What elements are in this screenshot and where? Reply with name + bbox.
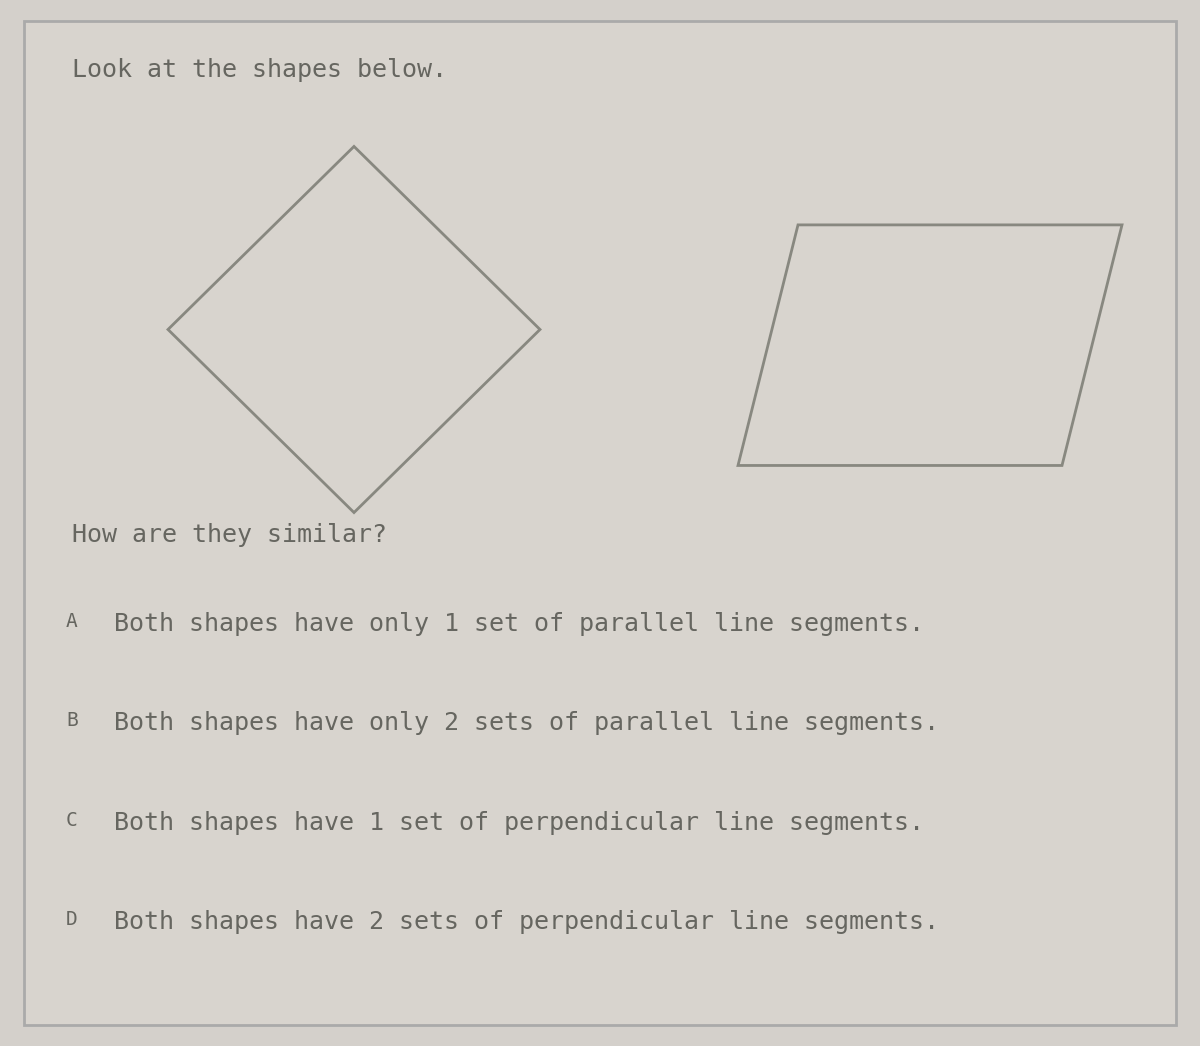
FancyBboxPatch shape [24, 21, 1176, 1025]
Text: How are they similar?: How are they similar? [72, 523, 386, 547]
Text: D: D [66, 910, 78, 929]
Text: Both shapes have 1 set of perpendicular line segments.: Both shapes have 1 set of perpendicular … [114, 811, 924, 835]
Text: B: B [66, 711, 78, 730]
Text: Both shapes have 2 sets of perpendicular line segments.: Both shapes have 2 sets of perpendicular… [114, 910, 940, 934]
Text: Both shapes have only 2 sets of parallel line segments.: Both shapes have only 2 sets of parallel… [114, 711, 940, 735]
Text: C: C [66, 811, 78, 829]
Text: A: A [66, 612, 78, 631]
Text: Look at the shapes below.: Look at the shapes below. [72, 58, 446, 82]
Text: Both shapes have only 1 set of parallel line segments.: Both shapes have only 1 set of parallel … [114, 612, 924, 636]
